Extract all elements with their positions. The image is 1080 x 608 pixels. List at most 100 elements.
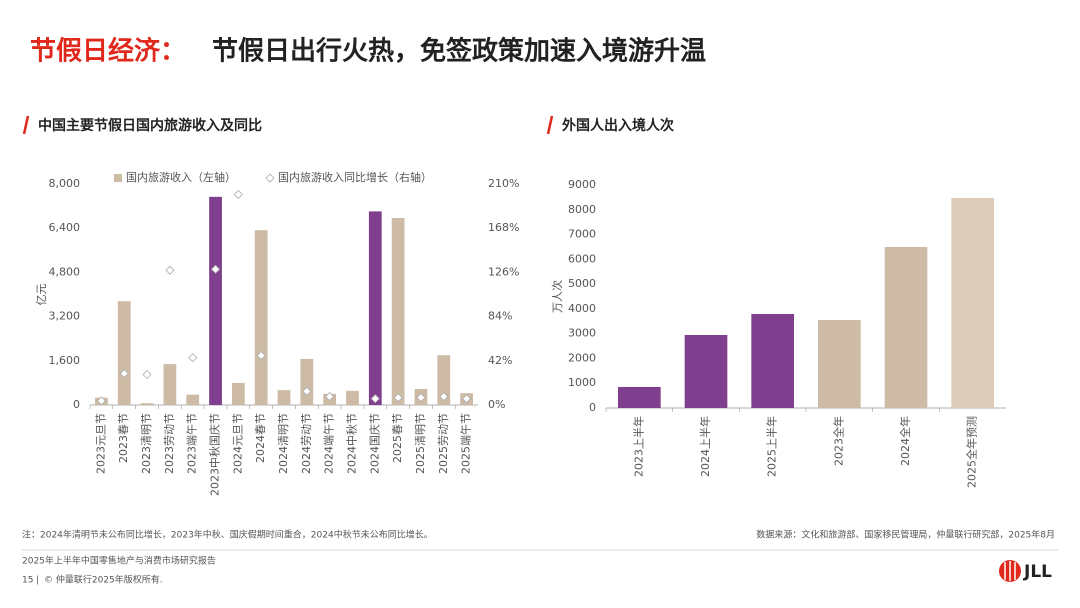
diamond: [210, 264, 221, 274]
x-tick-label: 2023元旦节: [94, 413, 107, 474]
bar: [346, 390, 359, 405]
y-tick-label: 4,800: [49, 265, 81, 278]
y-tick-label: 6000: [568, 252, 596, 265]
bar: [277, 390, 291, 405]
x-tick-label: 2023中秋国庆节: [208, 413, 222, 496]
y2-tick-label: 84%: [488, 310, 512, 323]
bar: [209, 196, 222, 405]
y-tick-label: 1000: [568, 376, 596, 389]
y-tick-label: 7000: [568, 228, 596, 241]
report: 2025年上半年中国零售地产与消费市场研究报告: [22, 555, 216, 567]
y2-tick-label: 168%: [488, 221, 519, 234]
diamond: [96, 396, 106, 406]
y2-tick-label: 210%: [488, 177, 519, 190]
copyright: © 仲量联行2025年版权所有.: [44, 574, 163, 586]
bar: [618, 386, 661, 408]
x-tick-label: 2024国庆节: [367, 413, 381, 474]
slash: [546, 115, 554, 135]
bar: [163, 364, 177, 405]
bar: [231, 382, 245, 405]
bar: [951, 197, 994, 408]
chart-title: 中国主要节假日国内旅游收入及同比: [38, 117, 262, 134]
chart-title: 外国人出入境人次: [562, 117, 674, 134]
y-tick-label: 3,200: [49, 310, 81, 323]
y-tick-label: 5000: [568, 277, 596, 290]
bar: [391, 217, 405, 405]
legend-marker: [114, 174, 122, 182]
diamond: [462, 394, 472, 404]
y-tick-label: 1,600: [49, 354, 81, 367]
x-tick-label: 2024全年: [898, 416, 912, 466]
bar: [140, 403, 154, 405]
diamond: [325, 392, 335, 402]
x-tick-label: 2025春节: [391, 413, 404, 463]
diamond: [233, 189, 243, 200]
y-axis-label: 万人次: [550, 280, 564, 313]
y-tick-label: 8000: [568, 203, 596, 216]
bar: [751, 313, 794, 408]
bar: [368, 211, 382, 405]
x-tick-label: 2024上半年: [698, 416, 712, 477]
x-tick-label: 2023端午节: [186, 413, 199, 474]
y-tick-label: 3000: [568, 327, 596, 340]
x-tick-label: 2025上半年: [765, 416, 779, 477]
diamond: [142, 369, 152, 380]
x-tick-label: 2024端午节: [323, 413, 336, 474]
x-tick-label: 2024春节: [254, 413, 267, 463]
diamond: [302, 386, 312, 396]
source: 数据来源：文化和旅游部、国家移民管理局，仲量联行研究部，2025年8月: [756, 529, 1055, 541]
diamond: [256, 350, 266, 361]
x-tick-label: 2025清明节: [414, 413, 427, 474]
x-tick-label: 2025端午节: [460, 413, 473, 474]
y-tick-label: 0: [589, 401, 596, 414]
y2-tick-label: 126%: [488, 265, 519, 278]
bar: [437, 355, 451, 405]
y2-tick-label: 0%: [488, 398, 505, 411]
title-lead: 节假日经济：: [30, 36, 186, 67]
bar: [254, 230, 268, 405]
logo-lines: [1004, 561, 1016, 581]
y-tick-label: 0: [73, 398, 80, 411]
legend-marker: [265, 173, 275, 183]
title: 节假日出行火热，免签政策加速入境游升温: [212, 36, 706, 67]
y-tick-label: 9000: [568, 178, 596, 191]
x-tick-label: 2025全年预测: [965, 416, 979, 488]
x-tick-label: 2023上半年: [631, 416, 645, 477]
y2-tick-label: 42%: [488, 354, 512, 367]
note: 注：2024年清明节未公布同比增长，2023年中秋、国庆假期时间重合，2024中…: [22, 529, 433, 541]
diamond: [416, 393, 426, 403]
x-tick-label: 2024清明节: [277, 413, 290, 474]
slash: [22, 115, 30, 135]
x-tick-label: 2024中秋节: [344, 413, 358, 474]
bar: [884, 246, 928, 408]
sep: |: [36, 576, 39, 586]
logo: JLL: [1023, 562, 1052, 582]
diamond: [393, 393, 403, 403]
y-tick-label: 2000: [568, 351, 596, 364]
y-tick-label: 8,000: [49, 177, 81, 190]
bar: [186, 394, 200, 405]
x-tick-label: 2024元旦节: [231, 413, 244, 474]
bar: [117, 301, 131, 405]
diamond: [370, 394, 380, 404]
bar: [684, 335, 728, 408]
x-tick-label: 2023全年: [831, 416, 845, 466]
bar: [300, 358, 314, 405]
diamond: [165, 265, 175, 275]
legend-label: 国内旅游收入同比增长（右轴）: [278, 170, 432, 184]
x-tick-label: 2023春节: [117, 413, 130, 463]
x-tick-label: 2024劳动节: [300, 413, 313, 474]
legend-label: 国内旅游收入（左轴）: [126, 170, 236, 184]
x-tick-label: 2025劳动节: [437, 413, 450, 474]
y-axis-label: 亿元: [35, 284, 48, 306]
x-tick-label: 2023清明节: [140, 413, 153, 474]
diamond: [119, 368, 129, 378]
page-number: 15: [22, 576, 33, 586]
y-tick-label: 6,400: [49, 221, 81, 234]
diamond: [188, 353, 198, 363]
x-tick-label: 2023劳动节: [163, 413, 176, 474]
y-tick-label: 4000: [568, 302, 596, 315]
diamond: [439, 392, 449, 402]
bar: [818, 319, 861, 408]
